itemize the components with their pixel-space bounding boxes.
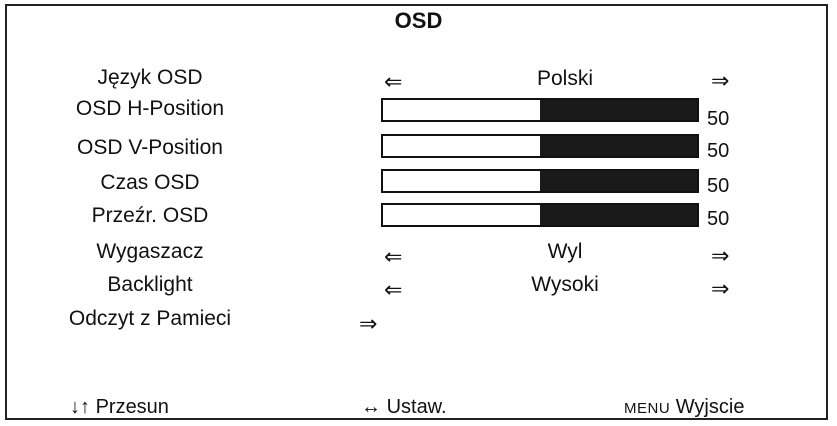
transparency-slider-fill (383, 205, 540, 225)
menu-item-language[interactable]: Język OSD (97, 66, 203, 89)
h-position-slider-fill (383, 100, 540, 120)
left-arrow-icon[interactable]: ⇐ (384, 277, 403, 302)
v-position-slider-fill (383, 136, 540, 156)
osd-menu-frame (5, 4, 828, 420)
menu-item-screensaver[interactable]: Wygaszacz (96, 240, 204, 263)
menu-item-backlight[interactable]: Backlight (107, 273, 193, 296)
language-value: Polski (536, 67, 594, 90)
footer-exit-label: Wyjscie (675, 396, 745, 418)
footer-exit-hint: MENU Wyjscie (624, 396, 744, 419)
transparency-value: 50 (707, 208, 730, 230)
left-right-arrow-icon: ↔ (361, 396, 381, 418)
right-arrow-icon[interactable]: ⇒ (711, 68, 730, 93)
menu-item-osd-time[interactable]: Czas OSD (100, 171, 200, 194)
screensaver-value: Wyl (547, 240, 583, 263)
osd-time-slider[interactable] (381, 169, 699, 193)
h-position-value: 50 (707, 108, 730, 130)
menu-item-v-position[interactable]: OSD V-Position (77, 136, 223, 159)
footer-adjust-hint: ↔ Ustaw. (361, 396, 447, 419)
menu-item-transparency[interactable]: Przeźr. OSD (91, 204, 209, 227)
menu-key-label: MENU (624, 400, 671, 417)
right-arrow-icon[interactable]: ⇒ (711, 276, 730, 301)
transparency-slider[interactable] (381, 203, 699, 227)
backlight-value: Wysoki (531, 273, 599, 296)
h-position-slider[interactable] (381, 98, 699, 122)
osd-title: OSD (394, 8, 443, 33)
v-position-value: 50 (707, 140, 730, 162)
osd-time-value: 50 (707, 175, 730, 197)
up-down-arrows-icon: ↓↑ (70, 396, 90, 418)
left-arrow-icon[interactable]: ⇐ (384, 244, 403, 269)
osd-time-slider-fill (383, 171, 540, 191)
footer-move-label: Przesun (95, 396, 169, 418)
left-arrow-icon[interactable]: ⇐ (384, 69, 403, 94)
v-position-slider[interactable] (381, 134, 699, 158)
right-arrow-icon[interactable]: ⇒ (359, 311, 378, 336)
right-arrow-icon[interactable]: ⇒ (711, 243, 730, 268)
footer-move-hint: ↓↑ Przesun (70, 396, 169, 419)
menu-item-h-position[interactable]: OSD H-Position (75, 97, 225, 120)
menu-item-memory-recall[interactable]: Odczyt z Pamieci (68, 307, 232, 330)
footer-adjust-label: Ustaw. (386, 396, 447, 418)
